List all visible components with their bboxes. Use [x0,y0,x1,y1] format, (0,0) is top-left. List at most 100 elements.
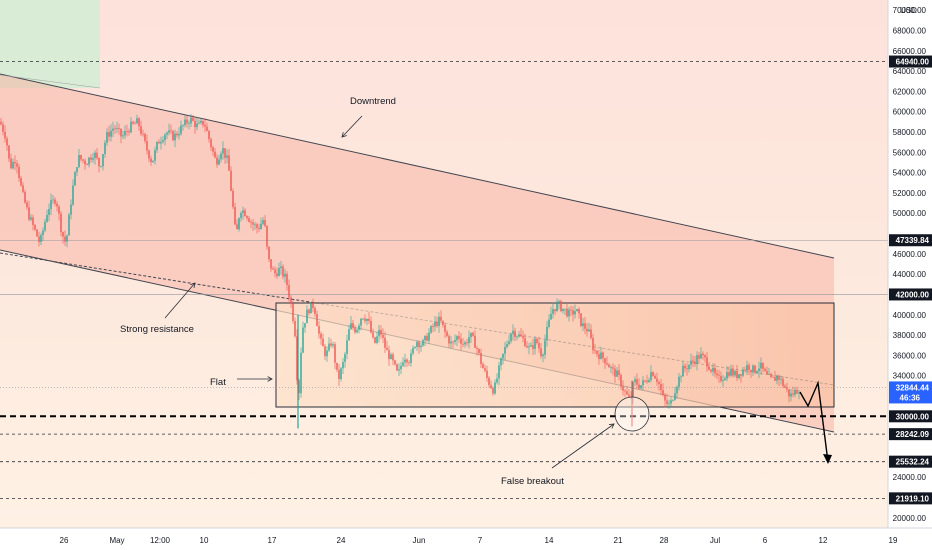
candle-body-0 [0,121,2,125]
candle-body-319 [638,384,640,389]
candle-body-298 [596,350,598,355]
candle-body-284 [568,309,570,317]
candle-body-90 [180,125,182,134]
candle-body-398 [796,389,798,394]
candle-body-289 [578,309,580,314]
candle-body-24 [48,208,50,216]
candle-body-70 [140,126,142,134]
projected-path [799,380,829,463]
candle-body-99 [198,122,200,124]
candle-body-31 [62,232,64,237]
candle-body-385 [770,373,772,377]
candle-body-308 [616,370,618,377]
candle-body-275 [550,313,552,320]
candle-body-339 [678,376,680,387]
candle-body-202 [404,359,406,363]
candle-body-37 [74,172,76,186]
candle-body-53 [106,132,108,143]
candle-body-262 [524,338,526,347]
time-axis-panel[interactable] [0,528,932,550]
candle-body-295 [590,329,592,338]
top-left-zone-line [0,74,101,89]
candle-body-27 [54,199,56,204]
candle-body-336 [672,399,674,401]
candle-body-239 [478,348,480,354]
candle-body-263 [526,346,528,348]
candle-body-218 [436,321,438,327]
annotation-false-breakout-arrowhead [608,423,615,429]
y-tick-36000: 36000.00 [893,351,927,360]
y-tick-56000: 56000.00 [893,148,927,157]
candle-body-357 [714,367,716,374]
candle-body-366 [732,369,734,376]
candle-body-103 [206,126,208,131]
candle-body-45 [90,157,92,160]
annotation-downtrend-arrow [341,115,363,138]
candle-body-74 [148,150,150,159]
candle-body-359 [718,375,720,376]
candle-body-201 [402,362,404,366]
candle-body-231 [462,343,464,345]
candle-body-294 [588,329,590,332]
candle-body-258 [516,336,518,338]
candle-body-122 [244,210,246,217]
candle-body-180 [360,318,362,326]
candle-body-360 [720,375,722,382]
candle-body-28 [56,203,58,207]
price-badge-label-2: 42000.00 [896,290,930,299]
y-tick-40000: 40000.00 [893,311,927,320]
candle-body-160 [320,333,322,339]
candle-body-95 [190,117,192,124]
candle-body-351 [702,353,704,356]
candle-body-171 [342,361,344,369]
candle-body-251 [502,353,504,359]
candle-body-153 [306,309,308,324]
candle-body-165 [330,343,332,346]
candle-body-377 [754,365,756,373]
candle-body-105 [210,139,212,148]
price-axis-panel[interactable] [888,0,932,528]
candle-body-354 [708,366,710,370]
candle-body-129 [258,227,260,230]
candle-body-78 [156,141,158,151]
candle-body-43 [86,164,88,166]
candle-body-194 [388,350,390,360]
candle-body-127 [254,224,256,226]
candle-body-12 [24,191,26,203]
candle-body-347 [694,361,696,365]
y-tick-46000: 46000.00 [893,250,927,259]
candle-body-205 [410,353,412,364]
candle-body-226 [452,341,454,343]
candle-body-54 [108,132,110,137]
candle-body-97 [194,120,196,128]
y-tick-38000: 38000.00 [893,331,927,340]
candle-body-392 [784,385,786,388]
candle-body-79 [158,141,160,144]
candle-body-195 [390,354,392,360]
candle-body-303 [606,363,608,365]
candle-body-198 [396,364,398,371]
candle-body-56 [112,128,114,131]
candle-body-192 [384,337,386,348]
candle-body-44 [88,157,90,165]
candle-body-30 [60,213,62,233]
annotation-strong-resistance: Strong resistance [120,324,194,335]
candle-body-136 [272,268,274,270]
candle-body-293 [586,328,588,332]
candle-body-35 [70,204,72,215]
candle-body-324 [648,380,650,382]
candle-body-113 [226,155,228,158]
candle-body-200 [400,365,402,370]
candle-body-269 [538,343,540,349]
candle-body-340 [680,376,682,378]
candle-body-367 [734,371,736,376]
candle-body-69 [138,118,140,127]
candle-body-98 [196,123,198,128]
candle-body-353 [706,357,708,367]
price-badge-label-6: 21919.10 [896,494,930,503]
candle-body-156 [312,302,314,308]
candle-body-219 [438,316,440,327]
candle-body-282 [564,308,566,310]
candle-body-329 [658,381,660,385]
